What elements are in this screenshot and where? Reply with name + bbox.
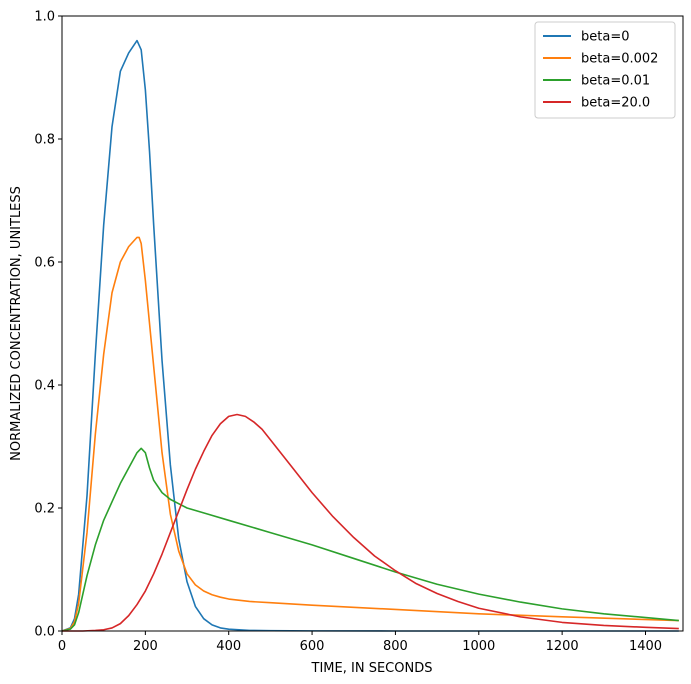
x-tick-label: 1200	[546, 639, 579, 654]
legend-label-0: beta=0	[581, 30, 629, 45]
legend: beta=0 beta=0.002 beta=0.01 beta=20.0	[534, 21, 676, 119]
x-tick-label: 600	[300, 639, 325, 654]
series-layer	[61, 39, 679, 632]
y-tick-label: 0.4	[34, 379, 55, 394]
x-axis-label: TIME, IN SECONDS	[311, 661, 433, 676]
ticks-layer: 0 200 400 600 800 1000 1200 1400 0.0 0.2 0.4 0.6 0.8…	[34, 10, 662, 655]
plot-frame	[61, 15, 684, 632]
x-tick-label: 0	[58, 639, 66, 654]
y-axis-label: NORMALIZED CONCENTRATION, UNITLESS	[9, 186, 24, 461]
series-line-2	[61, 447, 679, 632]
legend-label-1: beta=0.002	[581, 52, 658, 67]
y-tick-label: 0.2	[34, 502, 55, 517]
legend-label-3: beta=20.0	[581, 96, 650, 111]
y-tick-label: 0.0	[34, 625, 55, 640]
x-tick-label: 400	[216, 639, 241, 654]
x-tick-label: 1400	[629, 639, 662, 654]
legend-box	[534, 21, 676, 119]
y-tick-label: 0.6	[34, 256, 55, 271]
legend-label-2: beta=0.01	[581, 74, 650, 89]
x-tick-label: 1000	[462, 639, 495, 654]
series-line-3	[62, 413, 679, 632]
series-line-0	[61, 39, 679, 632]
x-tick-label: 800	[383, 639, 408, 654]
series-line-1	[61, 236, 679, 632]
y-tick-label: 0.8	[34, 133, 55, 148]
x-tick-label: 200	[133, 639, 158, 654]
y-tick-label: 1.0	[34, 10, 55, 25]
